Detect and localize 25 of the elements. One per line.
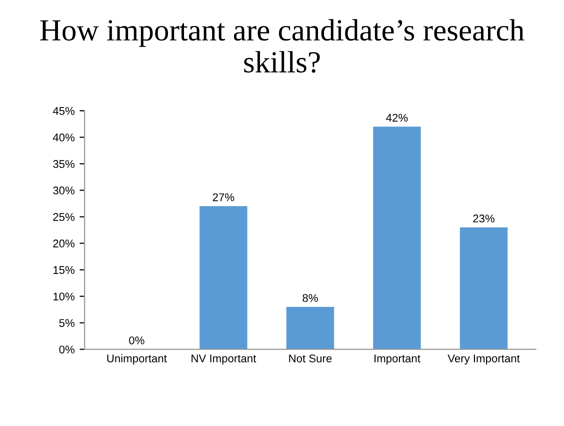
y-tick-label: 45% xyxy=(52,107,74,115)
data-label: 27% xyxy=(212,193,234,202)
y-tick-label: 10% xyxy=(53,292,74,300)
x-tick-label: Not Sure xyxy=(289,354,332,362)
y-tick-label: 40% xyxy=(52,134,74,142)
y-tick-label: 25% xyxy=(53,213,74,221)
y-tick-label: 15% xyxy=(53,266,74,274)
x-tick-label: NV Important xyxy=(192,354,256,365)
y-tick-label: 20% xyxy=(53,240,74,248)
y-tick-label: 35% xyxy=(53,160,74,168)
x-tick-label: Very Important xyxy=(448,354,520,365)
bar xyxy=(286,306,334,350)
bar xyxy=(460,227,508,350)
data-label: 8% xyxy=(302,294,318,302)
y-tick-label: 5% xyxy=(59,319,74,327)
data-label: 23% xyxy=(473,214,494,222)
bar xyxy=(200,206,248,350)
bar xyxy=(373,126,421,350)
y-tick-label: 30% xyxy=(53,186,74,194)
data-label: 0% xyxy=(129,336,144,344)
y-tick-label: 0% xyxy=(59,346,74,354)
x-tick-label: Important xyxy=(374,354,420,365)
data-label: 42% xyxy=(386,114,408,122)
x-tick-label: Unimportant xyxy=(107,354,167,365)
chart-title: How important are candidate’s research skills? xyxy=(40,19,524,73)
